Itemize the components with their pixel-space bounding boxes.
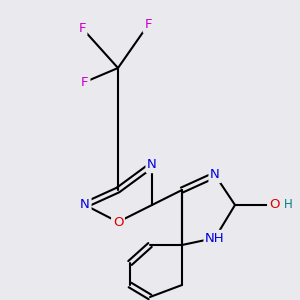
Text: N: N	[210, 169, 220, 182]
Text: N: N	[80, 199, 90, 212]
Text: F: F	[81, 76, 89, 88]
Text: O: O	[269, 199, 279, 212]
Text: O: O	[113, 215, 123, 229]
Text: H: H	[284, 199, 292, 212]
Text: NH: NH	[205, 232, 225, 244]
Text: F: F	[144, 19, 152, 32]
Text: N: N	[147, 158, 157, 172]
Text: F: F	[78, 22, 86, 34]
